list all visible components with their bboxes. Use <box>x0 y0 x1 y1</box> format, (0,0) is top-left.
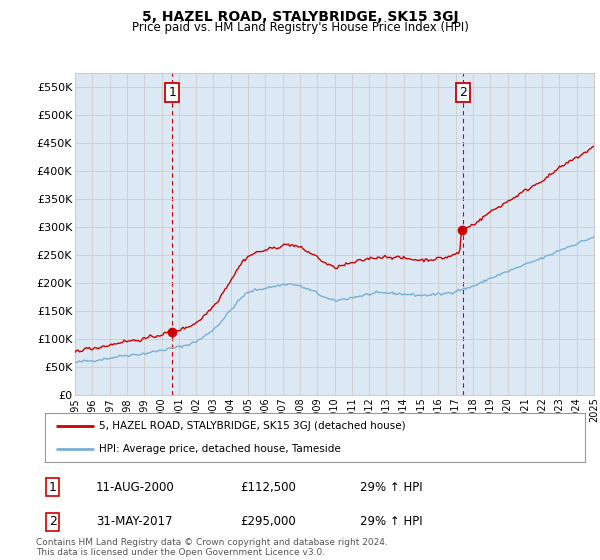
Text: 1: 1 <box>168 86 176 99</box>
Text: 31-MAY-2017: 31-MAY-2017 <box>96 515 173 529</box>
Text: 5, HAZEL ROAD, STALYBRIDGE, SK15 3GJ (detached house): 5, HAZEL ROAD, STALYBRIDGE, SK15 3GJ (de… <box>99 421 406 431</box>
Text: 11-AUG-2000: 11-AUG-2000 <box>96 480 175 494</box>
Text: 29% ↑ HPI: 29% ↑ HPI <box>360 480 422 494</box>
Text: 2: 2 <box>49 515 57 529</box>
Text: Price paid vs. HM Land Registry's House Price Index (HPI): Price paid vs. HM Land Registry's House … <box>131 21 469 34</box>
Text: £295,000: £295,000 <box>240 515 296 529</box>
Text: £112,500: £112,500 <box>240 480 296 494</box>
Text: 2: 2 <box>459 86 467 99</box>
Text: Contains HM Land Registry data © Crown copyright and database right 2024.
This d: Contains HM Land Registry data © Crown c… <box>36 538 388 557</box>
Text: 1: 1 <box>49 480 57 494</box>
Text: 5, HAZEL ROAD, STALYBRIDGE, SK15 3GJ: 5, HAZEL ROAD, STALYBRIDGE, SK15 3GJ <box>142 10 458 24</box>
Text: HPI: Average price, detached house, Tameside: HPI: Average price, detached house, Tame… <box>99 444 341 454</box>
Text: 29% ↑ HPI: 29% ↑ HPI <box>360 515 422 529</box>
